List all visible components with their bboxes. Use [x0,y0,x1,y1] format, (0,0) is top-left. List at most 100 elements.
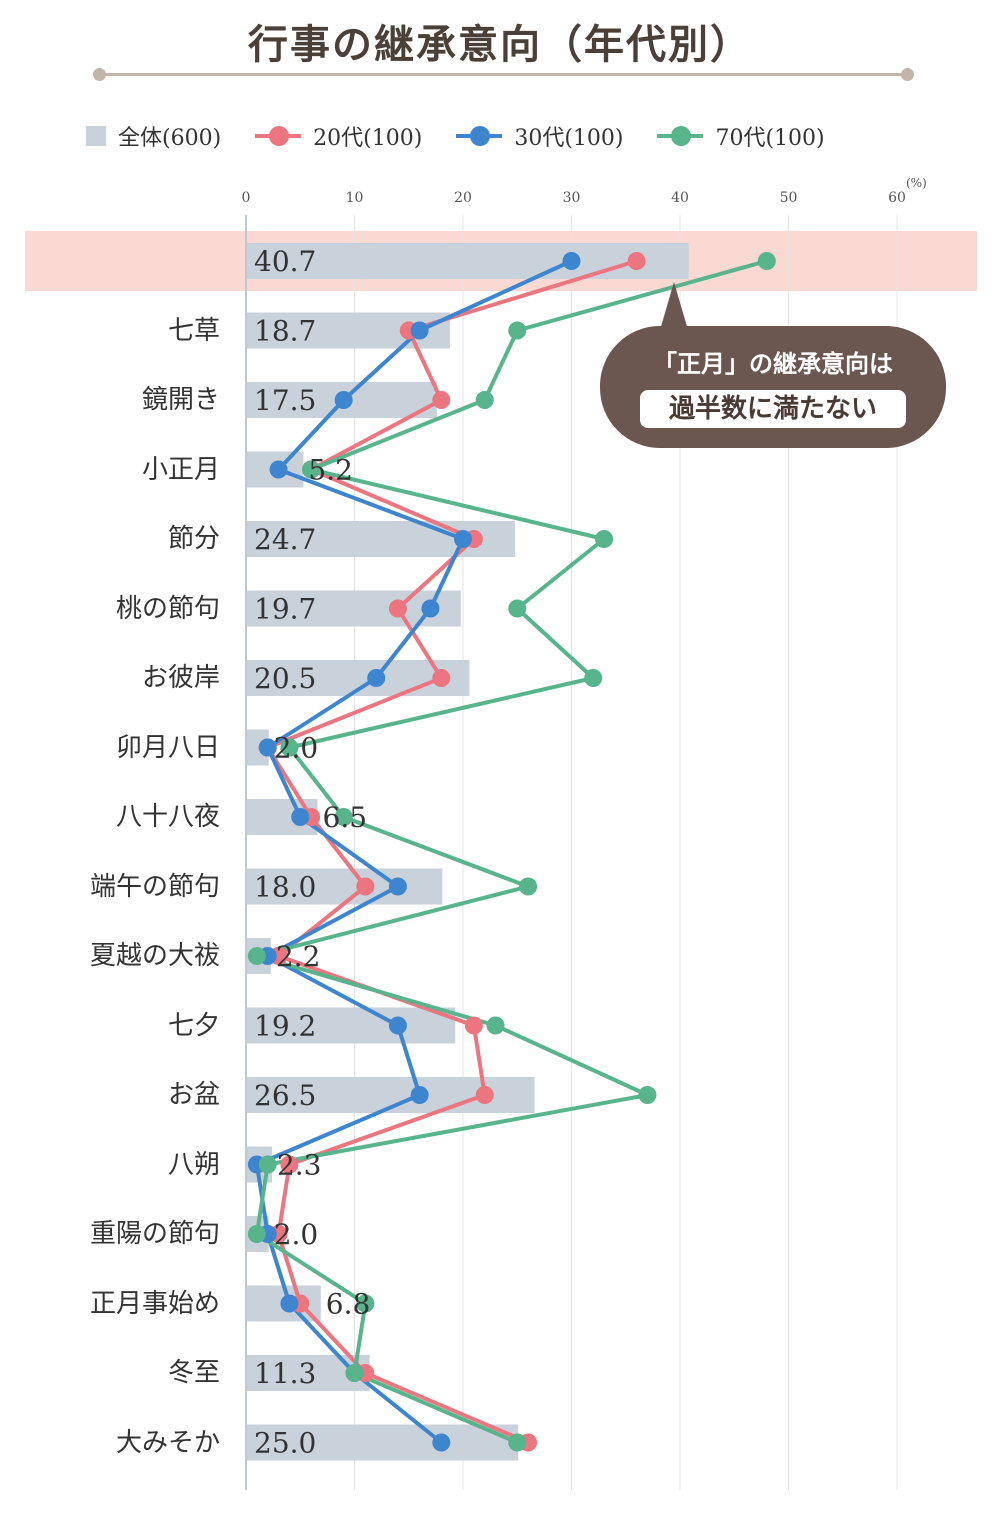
point-70s [334,808,353,826]
bar [247,1424,519,1461]
callout-tail [660,282,688,330]
point-70s [595,530,614,548]
value-label: 2.0 [274,732,319,765]
category-label: 卯月八日 [115,732,220,763]
category-label: お盆 [167,1080,220,1110]
point-30s [334,391,353,409]
value-label: 19.7 [254,593,316,626]
tick-label-60: 60 [888,190,906,206]
legend-item-all: 全体(600) [86,120,221,152]
value-label: 2.0 [274,1218,319,1251]
tick-label-50: 50 [779,190,798,206]
point-20s [388,599,407,618]
value-label: 2.2 [276,940,321,973]
point-30s [269,460,288,479]
point-70s [519,877,538,896]
point-30s [410,321,429,340]
point-70s [258,1155,277,1174]
value-label: 18.7 [254,315,316,348]
value-label: 6.8 [326,1288,371,1321]
point-30s [280,1294,299,1313]
point-30s [367,669,386,687]
point-70s [345,1364,364,1382]
bar [247,1007,456,1044]
axis-unit: (%) [906,176,927,190]
category-label: 八朔 [167,1149,220,1180]
point-30s [421,599,440,618]
value-label: 40.7 [254,245,316,278]
category-label: お彼岸 [141,663,220,693]
legend-line-20s [255,126,302,146]
tick-label-40: 40 [671,190,689,206]
point-70s [638,1086,657,1104]
point-70s [356,1294,375,1313]
category-label: 冬至 [167,1358,220,1388]
legend-item-30s: 30代(100) [456,120,623,152]
callout-line2: 過半数に満たない [640,390,906,428]
tick-label-10: 10 [345,190,364,206]
legend-line-70s [657,126,704,146]
point-70s [508,599,527,618]
category-label: 夏越の大祓 [89,941,220,971]
callout-bubble: 「正月」の継承意向は 過半数に満たない [600,326,946,448]
legend-label-all: 全体(600) [118,126,222,151]
value-label: 5.2 [308,454,353,487]
category-label: 端午の節句 [89,871,220,902]
category-label: 重陽の節句 [89,1219,220,1249]
value-label: 19.2 [254,1010,316,1043]
value-label: 18.0 [254,871,316,904]
point-30s [454,530,472,548]
value-label: 11.3 [254,1357,316,1390]
point-70s [584,669,603,687]
chart-title: 行事の継承意向（年代別） [248,21,752,68]
point-30s [562,252,581,270]
category-label: 八十八夜 [115,802,220,832]
legend-label-20s: 20代(100) [313,126,423,151]
legend-item-70s: 70代(100) [657,120,825,152]
category-label: 大みそか [115,1427,220,1458]
category-label: 鏡開き [141,385,220,415]
legend-item-20s: 20代(100) [255,120,422,152]
value-label: 26.5 [254,1079,316,1112]
point-30s [258,738,277,757]
series-line-70s [254,259,768,1445]
value-label: 6.5 [323,801,368,834]
point-20s [627,252,646,270]
point-30s [432,1433,451,1452]
category-label: 節分 [167,524,220,554]
point-70s [508,1433,527,1452]
point-30s [410,1086,429,1104]
value-label: 25.0 [254,1427,316,1460]
tick-label-0: 0 [241,190,251,206]
point-20s [432,391,451,409]
category-label: 七草 [167,315,220,346]
value-label: 20.5 [254,662,316,695]
point-20s [475,1086,494,1104]
category-label: 桃の節句 [115,593,220,624]
category-label: 七夕 [167,1010,220,1041]
point-70s [247,1225,266,1243]
callout-line1: 「正月」の継承意向は [653,349,893,378]
legend-label-70s: 70代(100) [715,126,825,151]
point-20s [280,1155,299,1174]
point-20s [432,669,451,687]
point-30s [291,808,310,826]
legend-line-30s [456,126,503,146]
point-70s [486,1016,505,1035]
point-30s [388,1016,407,1035]
value-label: 17.5 [254,384,316,417]
legend: 全体(600) 20代(100) 30代(100) 70代(100) [86,118,859,154]
title-rule [99,73,907,76]
point-30s [388,877,407,896]
title-rule-right-dot [901,68,914,81]
bar [247,729,269,766]
point-20s [356,877,375,896]
point-70s [757,252,776,270]
series-line-20s [265,259,638,1445]
point-70s [508,321,527,340]
legend-swatch-all [86,126,106,146]
tick-label-30: 30 [562,190,581,206]
point-70s [247,947,266,965]
point-70s [280,738,299,757]
